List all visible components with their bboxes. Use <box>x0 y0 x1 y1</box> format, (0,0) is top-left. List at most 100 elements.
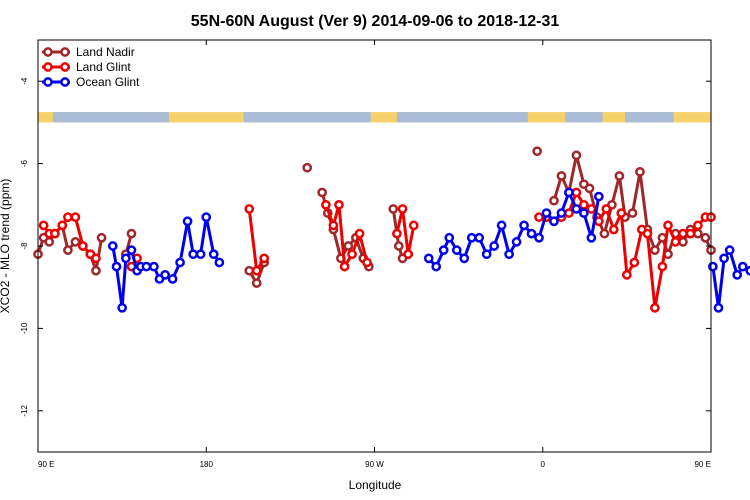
data-point-land-nadir <box>650 245 660 255</box>
data-point-ocean-glint <box>111 261 122 272</box>
data-point-ocean-glint <box>534 232 544 243</box>
data-point-ocean-glint <box>556 208 567 218</box>
band-ocean <box>565 112 603 123</box>
data-point-land-glint <box>642 228 653 239</box>
data-point-ocean-glint <box>564 187 574 198</box>
data-point-land-glint <box>321 199 331 210</box>
data-point-ocean-glint <box>586 232 597 243</box>
legend-label: Land Glint <box>76 60 131 74</box>
legend-marker <box>43 62 53 72</box>
data-point-land-glint <box>622 269 632 280</box>
data-point-land-glint <box>57 220 68 231</box>
data-point-ocean-glint <box>549 216 559 227</box>
data-point-land-nadir <box>571 150 582 161</box>
data-point-ocean-glint <box>496 220 507 231</box>
legend-marker <box>43 47 53 57</box>
data-point-ocean-glint <box>188 249 199 260</box>
data-point-ocean-glint <box>481 249 492 260</box>
data-point-land-nadir <box>63 245 73 255</box>
y-axis-label: XCO2 - MLO trend (ppm) <box>0 179 12 314</box>
data-point-land-glint <box>339 261 350 272</box>
data-point-land-nadir <box>700 232 711 243</box>
data-point-ocean-glint <box>593 191 604 202</box>
data-point-ocean-glint <box>195 249 206 260</box>
data-point-ocean-glint <box>579 208 589 218</box>
data-point-ocean-glint <box>745 265 750 276</box>
data-point-ocean-glint <box>149 261 159 272</box>
data-point-land-glint <box>403 249 413 260</box>
data-point-land-nadir <box>251 278 262 288</box>
x-tick-label: 90 W <box>365 460 384 469</box>
legend-marker <box>60 47 70 57</box>
data-point-ocean-glint <box>423 253 434 264</box>
data-point-land-glint <box>663 220 673 231</box>
series-line-land-glint <box>395 207 416 256</box>
data-point-ocean-glint <box>167 274 178 284</box>
data-point-ocean-glint <box>117 302 127 313</box>
data-point-ocean-glint <box>511 237 522 247</box>
x-tick-label: 90 E <box>38 460 54 469</box>
data-point-ocean-glint <box>526 228 537 239</box>
data-point-ocean-glint <box>724 245 735 255</box>
data-point-land-glint <box>397 204 408 214</box>
data-point-ocean-glint <box>214 257 225 268</box>
data-point-land-glint <box>564 208 574 218</box>
data-point-land-glint <box>91 253 101 264</box>
land-mask-band <box>38 112 711 123</box>
data-point-land-nadir <box>599 228 610 239</box>
data-point-ocean-glint <box>160 269 170 280</box>
y-tick-label: -12 <box>20 404 29 416</box>
data-point-ocean-glint <box>201 212 212 223</box>
data-point-land-glint <box>601 204 612 214</box>
data-point-ocean-glint <box>708 261 718 272</box>
data-point-land-glint <box>408 220 419 231</box>
data-point-land-nadir <box>556 171 567 181</box>
data-point-ocean-glint <box>141 261 152 272</box>
data-point-land-glint <box>608 224 619 235</box>
data-point-land-glint <box>63 212 73 223</box>
data-point-land-glint <box>586 204 597 214</box>
legend-marker <box>60 62 70 72</box>
data-point-land-nadir <box>70 237 81 247</box>
legend-item-land-nadir: Land Nadir <box>42 45 135 59</box>
y-tick-label: -10 <box>20 322 29 334</box>
data-point-ocean-glint <box>175 257 185 268</box>
data-point-ocean-glint <box>208 249 219 260</box>
data-point-land-glint <box>534 212 544 223</box>
legend-item-ocean-glint: Ocean Glint <box>42 75 140 89</box>
legend-item-land-glint: Land Glint <box>42 60 131 74</box>
y-tick-label: -4 <box>20 77 29 85</box>
data-point-ocean-glint <box>126 245 137 255</box>
data-point-ocean-glint <box>719 253 729 264</box>
data-point-ocean-glint <box>431 261 442 272</box>
data-point-land-nadir <box>244 265 255 276</box>
data-point-ocean-glint <box>519 220 529 231</box>
data-point-land-glint <box>251 265 262 276</box>
data-point-land-nadir <box>388 204 399 214</box>
band-ocean <box>396 112 528 123</box>
data-point-ocean-glint <box>438 245 449 255</box>
y-tick-label: -8 <box>20 242 29 250</box>
x-axis-label: Longitude <box>349 478 402 492</box>
data-point-land-nadir <box>91 265 101 276</box>
y-tick-label: -6 <box>20 159 29 167</box>
data-point-land-glint <box>347 249 357 260</box>
data-point-land-nadir <box>343 241 354 251</box>
data-point-ocean-glint <box>466 232 477 243</box>
data-point-ocean-glint <box>504 249 514 260</box>
data-point-ocean-glint <box>474 232 485 243</box>
data-point-ocean-glint <box>107 241 118 251</box>
axes: 90 E 180 90 W 0 90 E -4 -6 -8 -10 -12 <box>20 39 712 469</box>
legend-marker <box>60 77 70 87</box>
data-point-land-nadir <box>635 166 645 177</box>
band-ocean <box>52 112 169 123</box>
plot-series <box>33 146 750 313</box>
data-point-land-glint <box>693 220 703 231</box>
data-point-ocean-glint <box>444 232 455 243</box>
data-point-land-glint <box>334 199 344 210</box>
band-land <box>38 112 711 123</box>
data-point-ocean-glint <box>732 269 743 280</box>
data-point-land-glint <box>657 261 668 272</box>
